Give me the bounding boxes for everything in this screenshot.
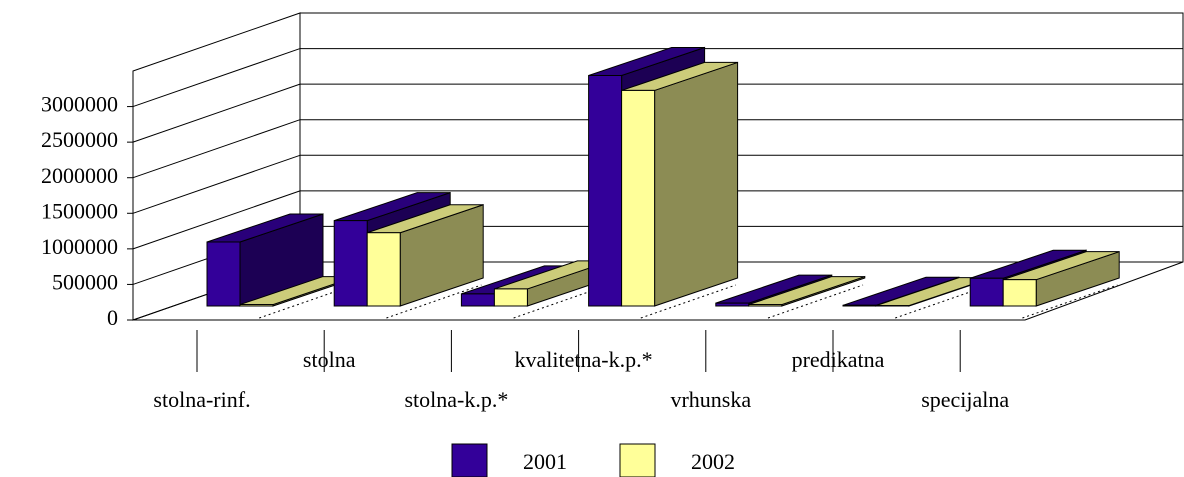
y-tick-label: 1500000 (41, 198, 118, 223)
y-tick-label: 500000 (52, 269, 118, 294)
grid-line (132, 48, 301, 108)
floor-divider (895, 284, 991, 319)
bar (1002, 250, 1120, 307)
legend-swatch (451, 443, 488, 477)
x-tick-label: stolna-k.p.* (404, 387, 508, 412)
floor-divider (1022, 284, 1118, 319)
floor-divider (386, 284, 482, 319)
legend-label: 2002 (691, 449, 735, 474)
floor-divider (640, 284, 736, 319)
bar-front (366, 232, 401, 307)
x-tick-label: kvalitetna-k.p.* (515, 347, 653, 372)
floor-divider (767, 284, 864, 319)
y-tick-label: 3000000 (41, 92, 118, 117)
bar-front (206, 241, 241, 307)
bar-side (654, 61, 739, 307)
x-tick-label: stolna-rinf. (153, 387, 250, 412)
bar (366, 204, 484, 307)
bar-front (621, 89, 656, 307)
x-tick-label: stolna (303, 347, 356, 372)
bar-front (715, 302, 750, 307)
bar-front (239, 304, 274, 307)
grid-line (132, 83, 301, 143)
bar (206, 213, 324, 307)
y-tick-label: 1000000 (41, 234, 118, 259)
bar-front (588, 74, 623, 307)
bar-front (493, 288, 528, 307)
x-tick-label: predikatna (792, 347, 885, 372)
y-tick-label: 2000000 (41, 163, 118, 188)
bar-front (460, 293, 495, 307)
grid-line (132, 190, 301, 250)
floor-divider (259, 284, 355, 319)
bar (621, 61, 739, 307)
x-tick-label: specijalna (921, 387, 1009, 412)
legend-label: 2001 (523, 449, 567, 474)
bar-front (333, 220, 368, 307)
y-tick-label: 0 (107, 305, 118, 330)
grid-line (132, 119, 301, 179)
bar-front (842, 304, 877, 307)
bar-front (748, 304, 783, 307)
bar-front (1002, 279, 1037, 307)
floor-divider (513, 284, 609, 319)
grid-line (132, 154, 301, 214)
bar (748, 275, 866, 307)
x-tick-label: vrhunska (670, 387, 751, 412)
y-tick-label: 2500000 (41, 127, 118, 152)
legend-swatch (619, 443, 656, 477)
bar-front (969, 277, 1004, 307)
